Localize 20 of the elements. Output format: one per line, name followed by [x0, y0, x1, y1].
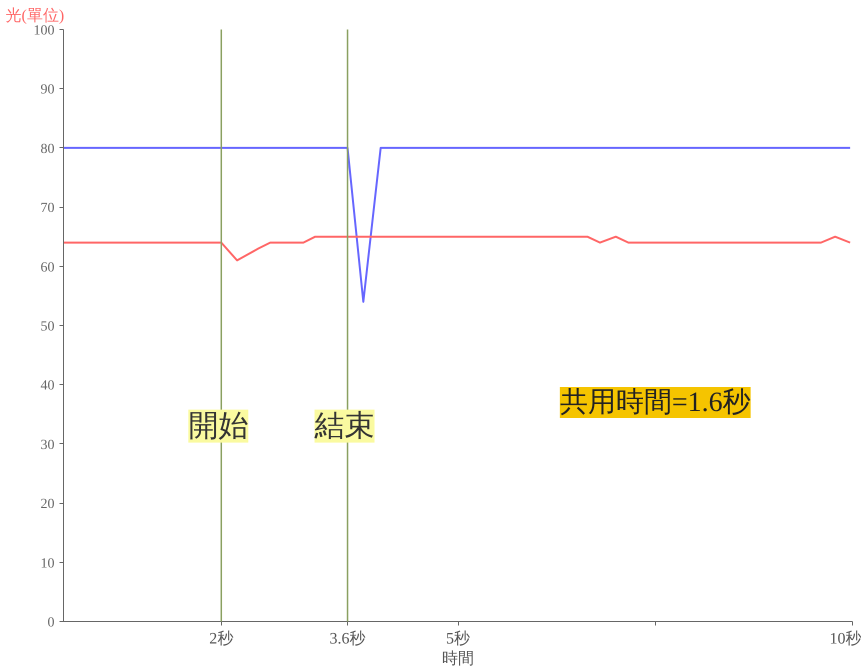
y-tick-label: 10: [40, 556, 54, 572]
y-tick-label: 70: [40, 201, 54, 216]
y-tick-label: 100: [34, 24, 54, 38]
annotation: 共用時間=1.6秒: [560, 386, 751, 418]
x-tick-label: 3.6秒: [330, 630, 366, 648]
ref-line-label: 結束: [314, 410, 375, 443]
y-tick-label: 80: [40, 142, 54, 157]
ref-line-label: 開始: [188, 410, 248, 443]
y-tick-label: 90: [40, 82, 54, 98]
y-tick-label: 30: [40, 438, 54, 453]
y-tick-label: 20: [40, 497, 54, 512]
y-axis-title: 光(單位): [6, 6, 64, 24]
x-tick-label: 5秒: [446, 630, 470, 648]
x-tick-label: 2秒: [209, 630, 234, 648]
y-tick-label: 50: [40, 320, 54, 334]
line-series: [64, 236, 852, 262]
y-tick-label: 0: [48, 616, 54, 630]
y-tick-label: 40: [40, 378, 54, 394]
x-axis-title: 時間: [442, 650, 474, 668]
y-tick-label: 60: [40, 260, 54, 276]
